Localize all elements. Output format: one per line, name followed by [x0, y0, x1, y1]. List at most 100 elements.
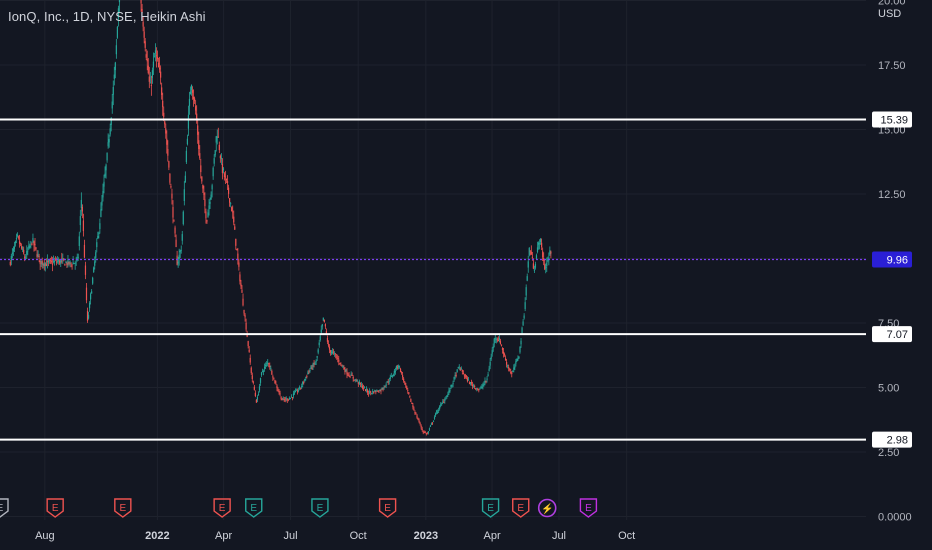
- candle-body: [40, 260, 42, 262]
- time-axis[interactable]: Aug 2022 Apr Jul Oct 2023 Apr Jul Oct: [35, 530, 635, 542]
- candle-body: [13, 246, 16, 249]
- candle-body: [521, 327, 523, 335]
- earnings-event-icon[interactable]: [245, 498, 263, 518]
- earnings-event-icon[interactable]: [481, 498, 500, 518]
- candle-body: [37, 254, 39, 256]
- earnings-event-icon[interactable]: [311, 498, 329, 518]
- earnings-event-glyph: E: [52, 503, 59, 514]
- candle-body: [486, 378, 488, 380]
- candle-body: [397, 365, 400, 368]
- candle-body: [369, 391, 371, 393]
- earnings-event-icon[interactable]: [46, 498, 64, 518]
- earnings-event-icon[interactable]: [378, 498, 397, 518]
- candle-body: [393, 370, 395, 374]
- candle-body: [416, 415, 418, 418]
- candle-body: [456, 369, 458, 373]
- candle-body: [72, 262, 74, 265]
- split-event-icon[interactable]: [537, 498, 557, 518]
- earnings-event-glyph: E: [119, 503, 126, 514]
- candle-body: [85, 287, 88, 301]
- candle-body: [406, 386, 408, 389]
- candle-body: [405, 383, 407, 385]
- candle-body: [368, 393, 370, 395]
- candle-body: [45, 263, 47, 266]
- candle-body: [100, 209, 102, 217]
- candle-body: [442, 401, 444, 403]
- candle-body: [30, 241, 32, 243]
- candle-body: [243, 309, 245, 314]
- candle-body: [403, 378, 405, 381]
- currency-label[interactable]: USD: [878, 8, 902, 20]
- candle-body: [52, 261, 55, 263]
- candle-body: [31, 243, 33, 246]
- candle-body: [69, 261, 71, 262]
- earnings-event-icon[interactable]: [0, 498, 9, 518]
- candle-body: [281, 399, 283, 401]
- candle-body: [164, 121, 166, 125]
- price-axis[interactable]: 37.5035.0032.5030.0027.5025.0022.5020.00…: [872, 0, 912, 524]
- candle-body: [21, 246, 23, 249]
- candle-body: [171, 193, 173, 199]
- candle-body: [217, 136, 219, 138]
- candle-body: [303, 381, 305, 383]
- candle-body: [209, 202, 211, 204]
- candle-body: [439, 406, 441, 409]
- candle-body: [492, 346, 494, 348]
- candle-body: [424, 432, 426, 434]
- candle-body: [430, 423, 433, 425]
- earnings-event-glyph: E: [250, 503, 257, 514]
- candle-body: [106, 152, 108, 161]
- earnings-event-glyph: E: [384, 503, 391, 514]
- candle-body: [146, 59, 148, 62]
- candle-body: [333, 351, 335, 353]
- candle-body: [176, 255, 178, 265]
- candle-body: [265, 364, 267, 367]
- candle-body: [488, 368, 490, 372]
- candle-body: [387, 382, 389, 383]
- candle-body: [296, 390, 299, 392]
- earnings-event-icon[interactable]: [114, 498, 132, 518]
- earnings-event-icon[interactable]: [512, 498, 530, 518]
- candle-body: [395, 366, 398, 369]
- candle-body: [506, 361, 508, 365]
- candle-body: [487, 374, 489, 377]
- candle-body: [19, 243, 22, 245]
- candle-body: [298, 390, 300, 391]
- candle-body: [82, 220, 85, 231]
- candle-body: [435, 411, 438, 413]
- candle-body: [198, 140, 200, 149]
- candle-body: [305, 376, 307, 378]
- candle-body: [402, 375, 404, 378]
- candle-body: [88, 302, 91, 309]
- candle-body: [485, 380, 487, 382]
- candle-body: [38, 256, 40, 258]
- candle-body: [306, 376, 308, 377]
- candle-body: [364, 389, 367, 392]
- candle-body: [211, 185, 213, 190]
- candle-body: [288, 398, 290, 400]
- candle-body: [524, 302, 526, 309]
- candle-body: [148, 76, 150, 82]
- candle-body: [500, 344, 503, 346]
- candle-body: [113, 74, 115, 79]
- x-tick-label: Oct: [350, 530, 367, 542]
- candle-body: [117, 8, 120, 19]
- candle-body: [177, 261, 179, 264]
- candle-body: [498, 338, 501, 341]
- candle-body: [358, 381, 360, 384]
- candle-body: [35, 247, 37, 249]
- candle-body: [64, 264, 66, 266]
- candle-body: [529, 250, 531, 252]
- candle-body: [73, 263, 75, 264]
- candle-body: [378, 391, 380, 393]
- candle-body: [104, 173, 106, 177]
- candle-body: [195, 106, 197, 111]
- candle-body: [525, 287, 527, 296]
- candle-body: [519, 346, 521, 353]
- earnings-event-icon[interactable]: [579, 498, 598, 518]
- candle-body: [348, 374, 350, 376]
- earnings-event-icon[interactable]: [213, 498, 231, 518]
- candle-body: [26, 250, 28, 255]
- candle-body: [468, 382, 471, 385]
